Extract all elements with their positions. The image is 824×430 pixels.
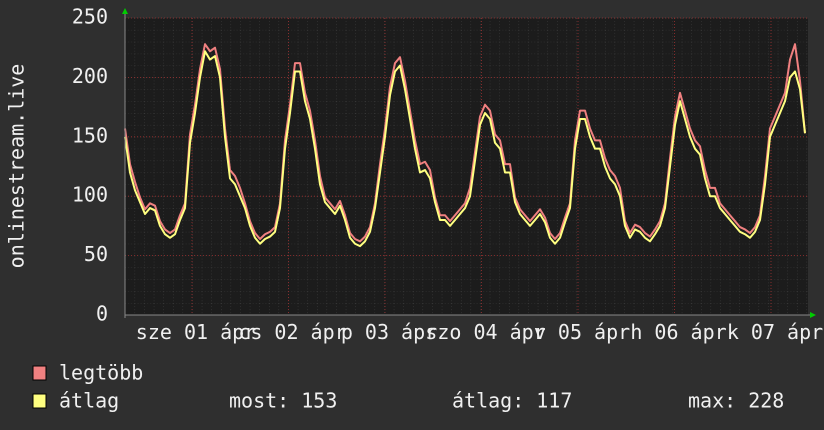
minor-grid [125, 18, 808, 315]
stat-value: 117 [536, 389, 572, 413]
y-tick-label: 150 [72, 123, 108, 147]
y-tick-label: 200 [72, 64, 108, 88]
x-tick-label: h 06 ápr [630, 320, 726, 344]
series-line [124, 50, 806, 248]
x-tick-label: k 07 ápr [727, 320, 823, 344]
y-tick-label: 50 [84, 242, 108, 266]
x-tick-label: p 03 ápr [341, 320, 437, 344]
stat-value: 228 [748, 389, 784, 413]
x-tick-label: sze 01 ápr [136, 320, 256, 344]
x-tick-label: szo 04 ápr [425, 320, 545, 344]
stat-label: átlag: [452, 389, 524, 413]
x-tick-label: cs 02 ápr [238, 320, 346, 344]
stat-label: max: [688, 389, 736, 413]
stat-label: most: [229, 389, 289, 413]
y-tick-label: 250 [72, 5, 108, 29]
y-tick-label: 0 [96, 302, 108, 326]
series-line [124, 43, 806, 243]
y-axis-label: onlinestream.live [5, 64, 29, 269]
y-axis-arrow [122, 8, 128, 14]
legend: legtöbb átlag most: 153 átlag: 117 max: 228 [32, 361, 784, 413]
legend-swatch [32, 365, 47, 381]
x-axis-arrow [810, 312, 816, 318]
x-tick-label: v 05 ápr [534, 320, 630, 344]
series-lines [124, 43, 806, 248]
y-tick-label: 100 [72, 183, 108, 207]
legend-label: átlag [59, 389, 119, 413]
stat-value: 153 [301, 389, 337, 413]
legend-label: legtöbb [59, 361, 143, 385]
legend-swatch [32, 393, 47, 409]
